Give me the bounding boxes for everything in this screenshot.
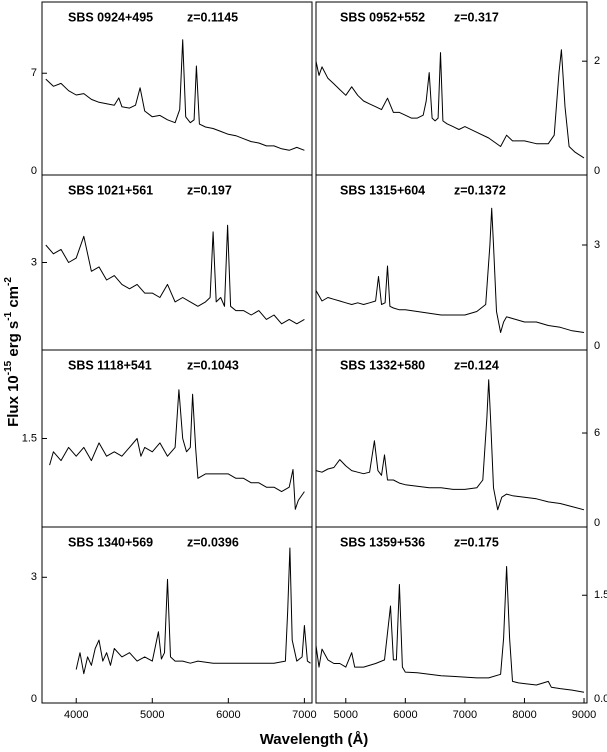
y-tick-label: 6: [594, 427, 600, 439]
panel-redshift: z=0.1372: [454, 183, 506, 197]
y-tick-label: 2: [594, 55, 600, 67]
spectrum: [315, 379, 585, 511]
spectrum: [75, 547, 311, 675]
spectrum: [45, 39, 305, 151]
panel-title: SBS 0924+495: [68, 10, 153, 24]
x-tick-label: 6000: [393, 709, 417, 721]
panel-redshift: z=0.124: [454, 358, 499, 372]
y-tick-label: 0: [594, 517, 600, 529]
spectrum: [49, 389, 305, 510]
y-tick-label: 1.5: [594, 589, 607, 601]
panel-title: SBS 1332+580: [340, 358, 425, 372]
panel-title: SBS 1340+569: [68, 535, 153, 549]
panel-redshift: z=0.317: [454, 10, 499, 24]
y-tick-label: 0.0: [594, 693, 607, 705]
x-tick-label: 7000: [453, 709, 477, 721]
panel-title: SBS 1359+536: [340, 535, 425, 549]
y-tick-label: 0: [594, 340, 600, 352]
panel-redshift: z=0.1043: [187, 358, 239, 372]
panel-frame: [41, 349, 313, 528]
spectrum: [315, 49, 585, 159]
x-tick-label: 9000: [572, 709, 596, 721]
y-tick-label: 3: [31, 571, 37, 583]
panel-title: SBS 1315+604: [340, 183, 425, 197]
panel-title: SBS 0952+552: [340, 10, 425, 24]
y-label-part: Flux 10: [5, 375, 22, 427]
panel-title: SBS 1118+541: [68, 358, 152, 372]
y-tick-label: 1.5: [22, 432, 37, 444]
y-tick-label: 3: [594, 239, 600, 251]
panel-frame: [41, 526, 313, 704]
spectrum: [45, 224, 305, 325]
x-tick-label: 8000: [512, 709, 536, 721]
panel-frame: [315, 1, 588, 176]
y-axis-label: Flux 10-15 erg s-1 cm-2: [3, 277, 22, 427]
y-label-sup: -15: [3, 360, 14, 375]
panel-frame: [41, 1, 313, 176]
y-label-sup: -1: [3, 311, 14, 320]
y-tick-label: 3: [31, 256, 37, 268]
x-tick-label: 4000: [64, 709, 88, 721]
y-label-sup: -2: [3, 277, 14, 286]
spectrum: [315, 207, 585, 333]
y-tick-label: 0: [31, 165, 37, 177]
panel-redshift: z=0.1145: [187, 10, 238, 24]
panel-title: SBS 1021+561: [68, 183, 153, 197]
panel-redshift: z=0.175: [454, 535, 499, 549]
panel-redshift: z=0.0396: [187, 535, 239, 549]
y-label-part: cm: [5, 286, 22, 312]
x-tick-label: 5000: [334, 709, 358, 721]
panel-frame: [315, 526, 588, 704]
y-tick-label: 0: [594, 165, 600, 177]
y-label-part: erg s: [5, 321, 22, 361]
panel-frame: [315, 349, 588, 528]
y-tick-label: 7: [31, 67, 37, 79]
x-axis-label: Wavelength (Å): [260, 731, 369, 748]
x-tick-label: 5000: [140, 709, 164, 721]
spectrum: [315, 566, 585, 693]
x-tick-label: 6000: [216, 709, 240, 721]
panel-frame: [315, 174, 588, 351]
y-tick-label: 0: [31, 693, 37, 705]
panel-redshift: z=0.197: [187, 183, 232, 197]
x-tick-label: 7000: [292, 709, 316, 721]
panel-frame: [41, 174, 313, 351]
